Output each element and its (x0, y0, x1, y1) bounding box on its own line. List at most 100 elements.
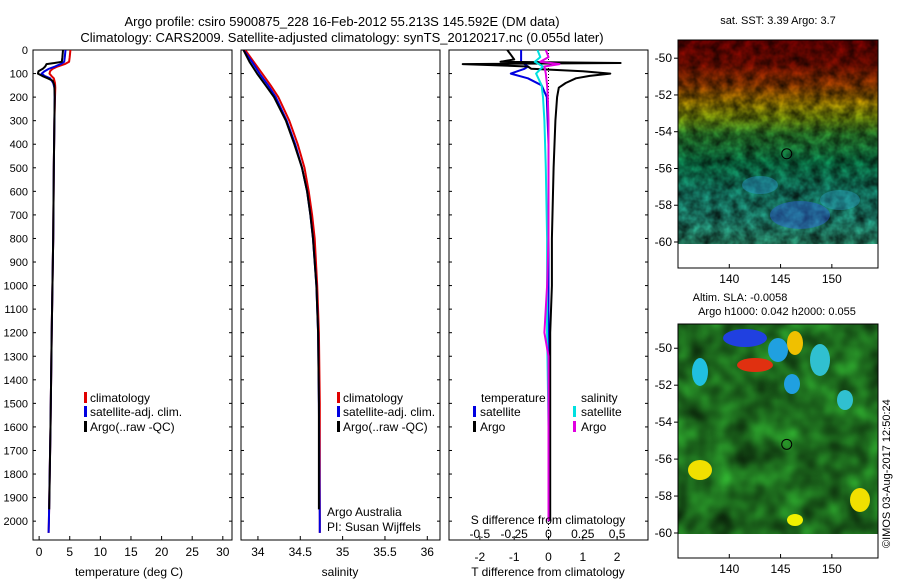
x-tick-label: 35.5 (373, 545, 397, 559)
x-tick-label: 34 (251, 545, 265, 559)
x-tick-label: 5 (66, 545, 73, 559)
series-line-satellite-adj-clim- (242, 50, 321, 533)
legend-swatch-t-argo (473, 421, 476, 432)
temperature-x-axis: 0 5 10 15 20 25 30 (36, 536, 230, 559)
sst-float-marker (781, 148, 793, 160)
series-line-argo-raw-qc- (36, 50, 64, 510)
sst-map-axes: -50 -52 -54 -56 -58 -60 140 145 150 (655, 51, 843, 286)
depth-tick-label: 900 (10, 257, 28, 269)
depth-tick-label: 1900 (4, 493, 28, 505)
depth-tick-label: 700 (10, 210, 28, 222)
temperature-axes-box (32, 49, 233, 541)
salinity-panel: 34 34.5 35 35.5 36 salinity climatology sate… (240, 49, 441, 579)
series-line-salinity-argo (539, 50, 561, 522)
depth-tick-label: 1200 (4, 328, 28, 340)
series-line-argo-raw-qc- (242, 50, 320, 510)
salinity-legend: climatology satellite-adj. clim. Argo(..… (337, 391, 435, 434)
series-line-temperature-argo (461, 50, 622, 522)
x-tick-label: 10 (94, 545, 108, 559)
legend-swatch-argo (84, 421, 87, 432)
watermark: ©IMOS 03-Aug-2017 12:50:24 (881, 399, 893, 548)
x-tick-label: 34.5 (289, 545, 313, 559)
temperature-panel: 0100200300400500600700800900100011001200… (4, 45, 648, 579)
legend-label-t-argo: Argo (480, 420, 506, 434)
lat-tick-label: -56 (655, 161, 673, 175)
s-tick-label: -0.5 (470, 527, 491, 541)
depth-tick-label: 2000 (4, 516, 28, 528)
sla-map: Altim. SLA: -0.0058 Argo h1000: 0.042 h2… (655, 292, 879, 576)
difference-legend: temperature salinity satellite Argo sate… (473, 391, 622, 434)
legend-swatch-climatology (337, 392, 340, 403)
depth-tick-label: 0 (22, 45, 28, 57)
lon-tick-label: 145 (771, 562, 791, 576)
lat-tick-label: -58 (655, 489, 673, 503)
legend-swatch-s-argo (573, 421, 576, 432)
sst-map-title: sat. SST: 3.39 Argo: 3.7 (720, 15, 836, 27)
legend-swatch-s-satellite (573, 406, 576, 417)
x-tick-label: 15 (124, 545, 138, 559)
s-difference-label: S difference from climatology (471, 513, 626, 527)
lon-tick-label: 145 (771, 272, 791, 286)
sla-map-field (678, 324, 878, 534)
depth-tick-label: 1300 (4, 351, 28, 363)
legend-swatch-satellite (84, 406, 87, 417)
attribution-line1: Argo Australia (327, 505, 402, 519)
depth-tick-label: 200 (10, 92, 28, 104)
x-tick-label: 0 (545, 550, 552, 564)
series-line-temperature-satellite (509, 50, 550, 522)
lat-tick-label: -56 (655, 452, 673, 466)
lat-tick-label: -60 (655, 235, 673, 249)
temperature-series (36, 50, 72, 533)
x-tick-label: -2 (475, 550, 486, 564)
lat-tick-label: -54 (655, 125, 673, 139)
legend-label-climatology: climatology (343, 391, 403, 405)
lon-tick-label: 140 (719, 562, 739, 576)
salinity-xlabel: salinity (322, 565, 359, 579)
x-tick-label: 1 (579, 550, 586, 564)
lat-tick-label: -60 (655, 526, 673, 540)
x-tick-label: 2 (614, 550, 621, 564)
salinity-axes-box (240, 49, 441, 541)
lat-tick-label: -52 (655, 88, 673, 102)
lon-tick-label: 150 (822, 562, 842, 576)
x-tick-label: 20 (155, 545, 169, 559)
sla-float-marker (781, 438, 793, 450)
depth-tick-label: 500 (10, 163, 28, 175)
x-tick-label: 30 (216, 545, 230, 559)
figure-title-line2: Climatology: CARS2009. Satellite-adjuste… (80, 30, 603, 45)
difference-series (461, 50, 622, 540)
x-tick-label: -1 (509, 550, 520, 564)
depth-axis: 0 100 200 300 400 500 600 700 800 900 1000 1100 1200… (4, 45, 648, 528)
legend-swatch-climatology (84, 392, 87, 403)
sla-map-title-line1: Altim. SLA: -0.0058 (693, 292, 788, 304)
depth-tick-label: 1600 (4, 422, 28, 434)
x-tick-label: 35 (336, 545, 350, 559)
sst-map-frame (677, 39, 879, 269)
sla-map-frame (677, 323, 879, 559)
s-tick-label: 0.25 (571, 527, 595, 541)
attribution-line2: PI: Susan Wijffels (327, 520, 421, 534)
temperature-legend: climatology satellite-adj. clim. Argo(..… (84, 391, 182, 434)
salinity-series (242, 50, 321, 533)
depth-tick-label: 1400 (4, 375, 28, 387)
x-tick-label: 0 (36, 545, 43, 559)
s-tick-label: 0.5 (609, 527, 626, 541)
depth-tick-label: 1800 (4, 469, 28, 481)
legend-swatch-t-satellite (473, 406, 476, 417)
x-tick-label: 25 (186, 545, 200, 559)
lon-tick-label: 140 (719, 272, 739, 286)
legend-label-t-satellite: satellite (480, 405, 521, 419)
lat-tick-label: -52 (655, 378, 673, 392)
depth-tick-label: 1000 (4, 281, 28, 293)
depth-tick-label: 800 (10, 233, 28, 245)
sst-map-field (678, 40, 878, 244)
depth-tick-label: 300 (10, 116, 28, 128)
lat-tick-label: -54 (655, 415, 673, 429)
depth-tick-label: 1100 (4, 304, 28, 316)
s-tick-label: -0.25 (501, 527, 529, 541)
series-line-salinity-satellite (533, 50, 550, 522)
depth-tick-label: 1700 (4, 445, 28, 457)
